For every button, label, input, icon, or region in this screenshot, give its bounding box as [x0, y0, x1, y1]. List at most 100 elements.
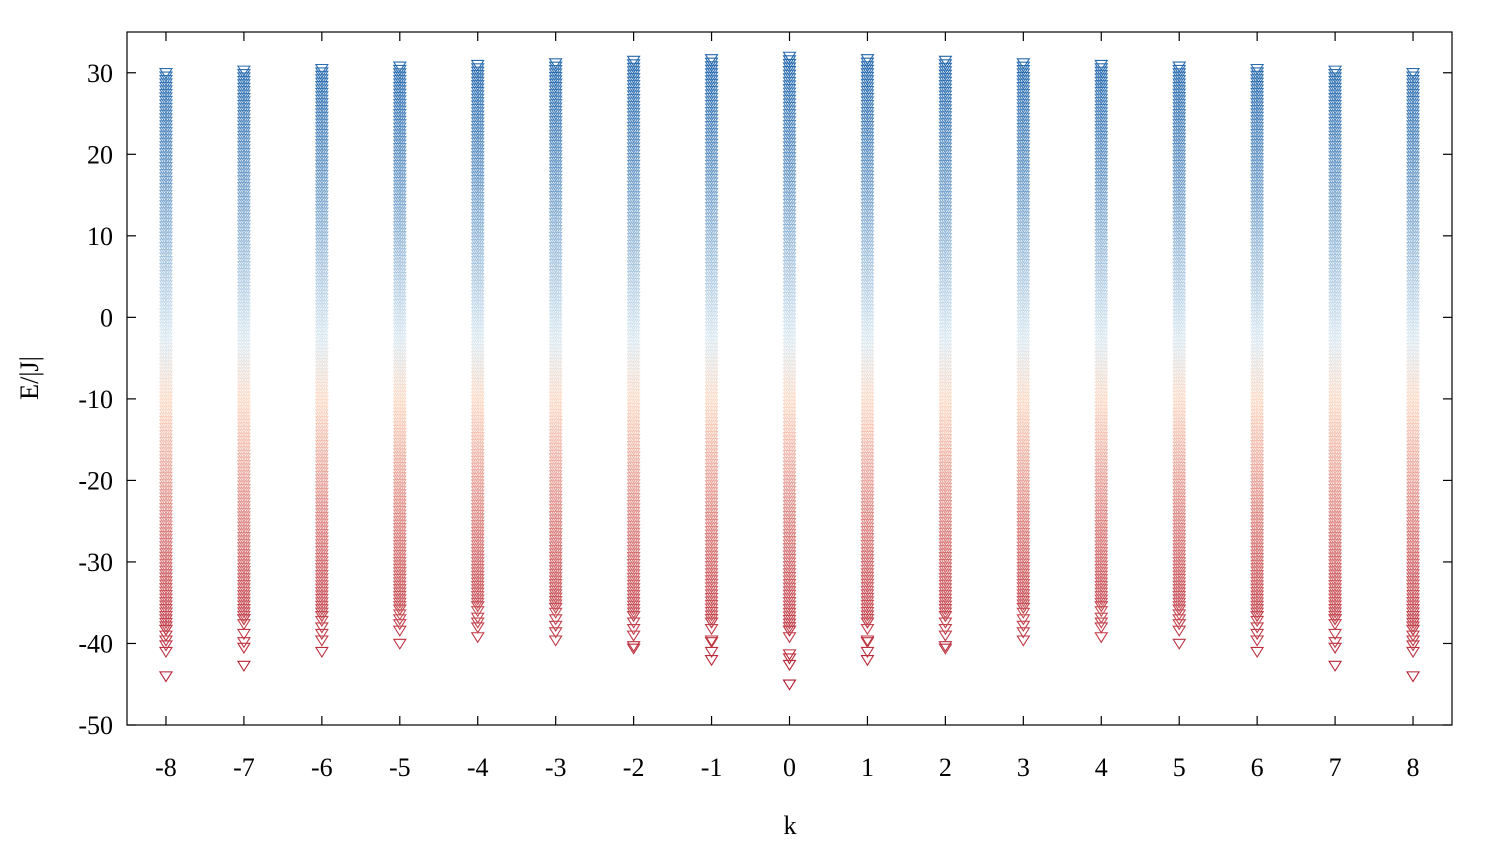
data-point	[1094, 577, 1109, 589]
data-point	[470, 181, 485, 193]
data-point	[782, 188, 797, 200]
data-point	[782, 338, 797, 350]
data-point	[236, 346, 251, 358]
data-point	[1172, 129, 1187, 141]
data-point	[1172, 567, 1187, 579]
data-point	[1250, 135, 1265, 147]
data-point	[938, 184, 953, 196]
data-point	[314, 474, 329, 486]
data-point	[1094, 540, 1109, 552]
data-point	[236, 542, 251, 554]
data-point	[548, 299, 563, 312]
data-point	[470, 171, 485, 183]
data-point	[1172, 237, 1187, 250]
data-point	[1016, 228, 1031, 240]
data-point	[1250, 217, 1265, 229]
data-point	[1406, 137, 1421, 149]
data-point	[704, 374, 719, 386]
data-point	[1328, 600, 1343, 612]
data-point	[1016, 190, 1031, 203]
data-point	[392, 132, 407, 144]
data-point	[236, 422, 251, 434]
data-point	[626, 427, 641, 439]
data-point	[860, 82, 875, 94]
data-point	[1016, 432, 1031, 444]
data-point	[1328, 329, 1343, 341]
data-point	[626, 468, 641, 480]
data-point	[314, 87, 329, 100]
data-point	[1406, 360, 1421, 372]
data-point	[548, 78, 563, 90]
data-point	[392, 461, 407, 474]
data-point	[1328, 470, 1343, 482]
data-point	[236, 154, 251, 166]
data-point	[1328, 82, 1343, 94]
data-point	[236, 182, 251, 194]
data-point	[1016, 442, 1031, 455]
data-point	[158, 68, 173, 80]
data-point	[1094, 482, 1109, 494]
data-point	[782, 428, 797, 440]
data-point	[1172, 261, 1187, 273]
data-point	[626, 170, 641, 182]
data-point	[782, 414, 797, 426]
data-point	[1016, 453, 1031, 465]
data-point	[704, 402, 719, 414]
data-point	[1172, 278, 1187, 290]
data-point	[782, 148, 797, 160]
data-point	[938, 406, 953, 418]
data-point	[548, 255, 563, 267]
data-point	[314, 402, 329, 414]
data-point	[236, 243, 251, 256]
data-point	[1094, 509, 1109, 522]
data-point	[1250, 245, 1265, 257]
data-point	[158, 151, 173, 163]
data-point	[236, 113, 251, 125]
data-point	[314, 289, 329, 301]
data-point	[1016, 279, 1031, 291]
data-point	[314, 210, 329, 223]
data-point	[1016, 146, 1031, 158]
data-point	[782, 596, 797, 609]
data-point	[158, 148, 173, 160]
data-point	[860, 409, 875, 421]
data-point	[548, 190, 563, 203]
data-point	[314, 576, 329, 588]
data-point	[1328, 346, 1343, 358]
data-point	[860, 624, 875, 636]
data-point	[782, 195, 797, 207]
data-point	[548, 204, 563, 216]
data-point	[1016, 136, 1031, 148]
data-point	[782, 471, 797, 483]
data-point	[1406, 186, 1421, 198]
data-point	[1172, 349, 1187, 362]
data-point	[1406, 402, 1421, 414]
data-point	[938, 399, 953, 411]
data-point	[1250, 200, 1265, 212]
data-point	[158, 544, 173, 557]
data-point	[1328, 483, 1343, 496]
data-point	[860, 568, 875, 580]
data-point	[938, 572, 953, 585]
data-point	[236, 165, 251, 177]
data-point	[1172, 455, 1187, 467]
data-point	[1094, 289, 1109, 302]
data-point	[1328, 247, 1343, 259]
data-point	[938, 128, 953, 140]
data-point	[1250, 470, 1265, 483]
data-point	[860, 258, 875, 270]
data-point	[158, 228, 173, 240]
data-point	[1250, 269, 1265, 281]
data-point	[626, 90, 641, 102]
data-point	[470, 384, 485, 396]
data-point	[782, 274, 797, 286]
data-point	[860, 205, 875, 217]
data-point	[314, 361, 329, 373]
data-point	[1172, 88, 1187, 100]
data-point	[704, 110, 719, 122]
data-point	[704, 286, 719, 298]
data-point	[1094, 300, 1109, 312]
data-point	[158, 269, 173, 282]
data-point	[1328, 562, 1343, 575]
data-point	[392, 166, 407, 178]
